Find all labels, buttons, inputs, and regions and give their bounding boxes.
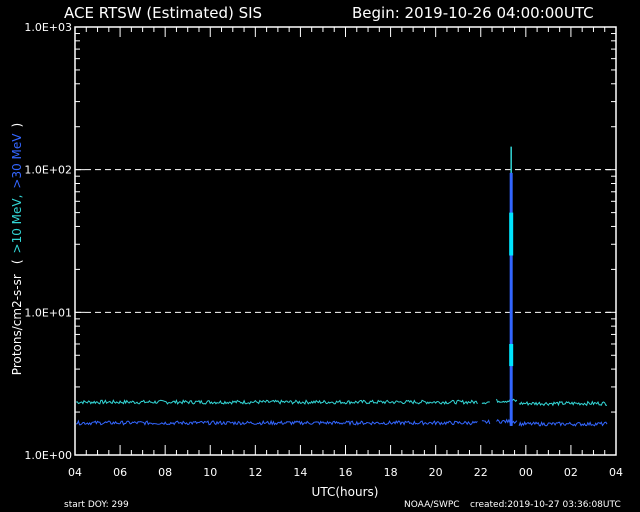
x-tick-label: 18 — [384, 466, 398, 479]
series-line-0 — [481, 401, 490, 405]
x-tick-label: 20 — [429, 466, 443, 479]
y-tick-label: 1.0E+00 — [24, 449, 72, 462]
created-time: created:2019-10-27 03:36:08UTC — [470, 500, 621, 510]
x-tick-label: 04 — [68, 466, 82, 479]
x-tick-label: 08 — [158, 466, 172, 479]
x-tick-label: 04 — [609, 466, 623, 479]
y-axis-label: Protons/cm2-s-sr ( >10 MeV, >30 MeV) — [10, 123, 24, 375]
series-line-0 — [75, 399, 478, 405]
series-line-1 — [496, 418, 518, 425]
y-tick-label: 1.0E+03 — [24, 21, 72, 34]
start-doy: start DOY: 299 — [64, 500, 129, 510]
x-tick-label: 22 — [474, 466, 488, 479]
y-tick-label: 1.0E+01 — [24, 306, 72, 319]
y-tick-label: 1.0E+02 — [24, 164, 72, 177]
series-line-1 — [75, 419, 478, 427]
begin-time: Begin: 2019-10-26 04:00:00UTC — [352, 4, 594, 22]
x-axis-label: UTC(hours) — [312, 485, 379, 499]
y-axis-label-part: ( — [10, 259, 24, 264]
y-axis-label-part: >10 MeV, — [10, 195, 24, 254]
source-label: NOAA/SWPC — [404, 500, 460, 510]
series-line-1 — [518, 420, 608, 427]
series-line-1 — [481, 419, 491, 425]
y-axis-label-part: ) — [10, 123, 24, 128]
series-layer — [75, 146, 608, 427]
y-axis-label-part: Protons/cm2-s-sr — [10, 274, 24, 375]
series-line-0 — [496, 398, 518, 404]
grid-layer — [75, 169, 616, 313]
x-tick-label: 06 — [113, 466, 127, 479]
x-tick-label: 14 — [293, 466, 307, 479]
x-tick-label: 00 — [519, 466, 533, 479]
chart-title: ACE RTSW (Estimated) SIS — [64, 4, 262, 22]
x-tick-label: 12 — [248, 466, 262, 479]
tick-layer: 1.0E+00 1.0E+01 1.0E+02 1.0E+03 04 06 08 10 12 14… — [24, 21, 623, 479]
y-axis-label-part: >30 MeV — [10, 133, 24, 189]
x-tick-label: 02 — [564, 466, 578, 479]
x-tick-label: 16 — [339, 466, 353, 479]
x-tick-label: 10 — [203, 466, 217, 479]
series-line-0 — [518, 400, 608, 407]
y-axis-label-layer: Protons/cm2-s-sr ( >10 MeV, >30 MeV) — [10, 123, 24, 375]
